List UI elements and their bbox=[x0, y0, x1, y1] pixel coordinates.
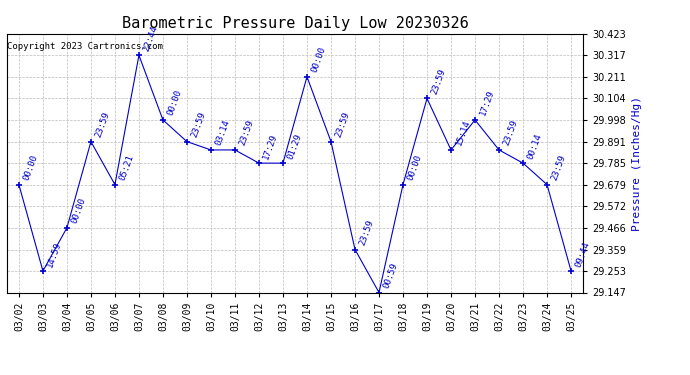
Text: 01:29: 01:29 bbox=[286, 132, 304, 160]
Text: 00:00: 00:00 bbox=[406, 153, 424, 182]
Text: 03:14: 03:14 bbox=[214, 119, 231, 147]
Y-axis label: Pressure (Inches/Hg): Pressure (Inches/Hg) bbox=[632, 96, 642, 231]
Text: 05:21: 05:21 bbox=[118, 153, 135, 182]
Text: 14:59: 14:59 bbox=[46, 240, 63, 268]
Text: 22:44: 22:44 bbox=[141, 24, 159, 52]
Text: 00:59: 00:59 bbox=[382, 261, 400, 290]
Text: 23:59: 23:59 bbox=[358, 218, 375, 247]
Text: 23:59: 23:59 bbox=[238, 119, 255, 147]
Text: 23:59: 23:59 bbox=[334, 111, 351, 139]
Text: 23:59: 23:59 bbox=[502, 119, 520, 147]
Title: Barometric Pressure Daily Low 20230326: Barometric Pressure Daily Low 20230326 bbox=[121, 16, 469, 31]
Text: 17:29: 17:29 bbox=[477, 89, 495, 117]
Text: 15:14: 15:14 bbox=[454, 119, 471, 147]
Text: 00:14: 00:14 bbox=[526, 132, 544, 160]
Text: 23:59: 23:59 bbox=[430, 68, 447, 96]
Text: Copyright 2023 Cartronics.com: Copyright 2023 Cartronics.com bbox=[7, 42, 163, 51]
Text: 00:00: 00:00 bbox=[310, 46, 327, 74]
Text: 17:29: 17:29 bbox=[262, 132, 279, 160]
Text: 09:44: 09:44 bbox=[574, 240, 591, 268]
Text: 23:59: 23:59 bbox=[550, 153, 567, 182]
Text: 00:00: 00:00 bbox=[166, 89, 184, 117]
Text: 00:00: 00:00 bbox=[70, 197, 88, 225]
Text: 23:59: 23:59 bbox=[94, 111, 111, 139]
Text: 23:59: 23:59 bbox=[190, 111, 208, 139]
Text: 00:00: 00:00 bbox=[21, 153, 39, 182]
